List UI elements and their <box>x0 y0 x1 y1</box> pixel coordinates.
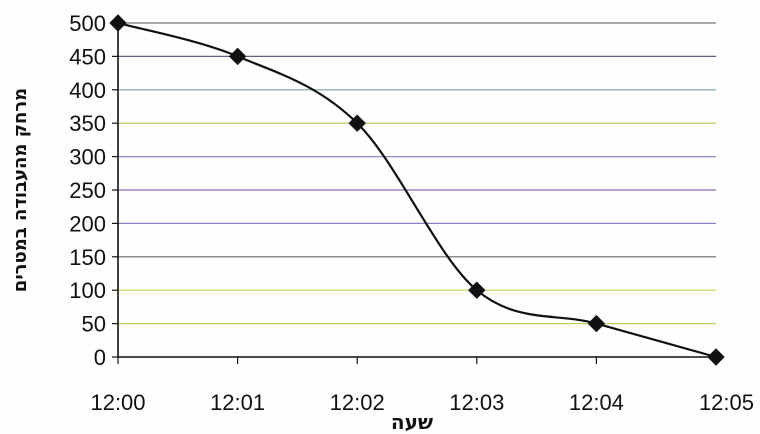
data-point-12:04 <box>587 314 606 333</box>
gridlines <box>118 22 716 325</box>
data-point-12:01 <box>228 47 247 66</box>
y-tick-labels: 0 50 100 150 200 250 300 350 400 450 500 <box>69 11 106 370</box>
x-tick-label-12:01: 12:01 <box>210 390 265 415</box>
y-tick-label-300: 300 <box>69 145 106 170</box>
data-point-12:02 <box>348 114 366 132</box>
series-distance <box>117 21 717 359</box>
y-tick-label-0: 0 <box>94 345 106 370</box>
data-point-12:05 <box>707 348 725 366</box>
x-axis-title: שעה <box>391 410 433 434</box>
x-tick-label-12:00: 12:00 <box>90 390 145 415</box>
y-tick-label-150: 150 <box>69 245 106 270</box>
y-tick-label-100: 100 <box>69 278 106 303</box>
y-tick-label-500: 500 <box>69 11 106 36</box>
y-tick-label-250: 250 <box>69 178 106 203</box>
x-tick-label-12:03: 12:03 <box>449 390 504 415</box>
x-tick-label-12:02: 12:02 <box>330 390 385 415</box>
x-tick-label-12:04: 12:04 <box>569 390 624 415</box>
axes <box>112 22 717 364</box>
data-point-12:00 <box>109 14 127 32</box>
y-tick-label-450: 450 <box>69 44 106 69</box>
data-markers <box>109 14 725 366</box>
series-line <box>117 21 717 359</box>
y-tick-label-200: 200 <box>69 211 106 236</box>
y-tick-label-350: 350 <box>69 111 106 136</box>
y-tick-label-400: 400 <box>69 78 106 103</box>
x-tick-labels: 12:00 12:01 12:02 12:03 12:04 12:05 <box>90 390 754 415</box>
y-tick-label-50: 50 <box>82 312 106 337</box>
data-point-12:03 <box>468 281 486 299</box>
x-tick-label-12:05: 12:05 <box>699 390 754 415</box>
y-axis-title: מרחק מהעבודה במטרים <box>10 88 31 292</box>
